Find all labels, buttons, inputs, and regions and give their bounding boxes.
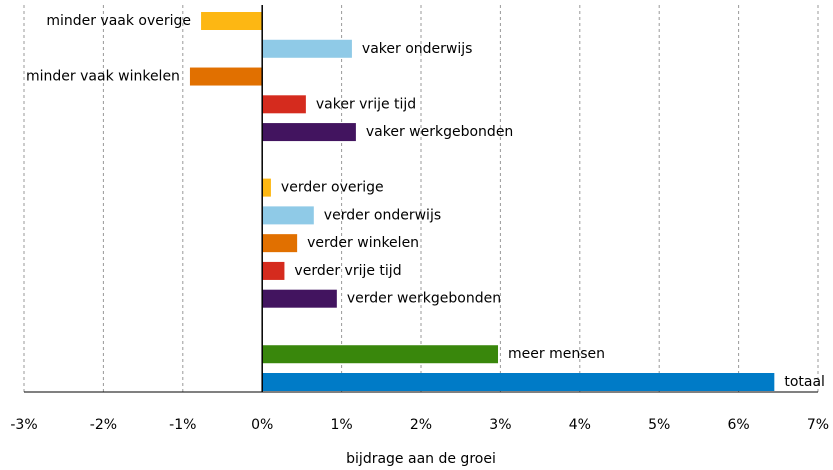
x-tick-label: -1% bbox=[169, 417, 196, 433]
bar-label: verder winkelen bbox=[307, 235, 419, 251]
x-tick-label: 5% bbox=[648, 417, 670, 433]
bar bbox=[262, 206, 314, 225]
x-axis-title: bijdrage aan de groei bbox=[346, 451, 496, 467]
bar bbox=[262, 261, 285, 280]
bar-label: verder overige bbox=[281, 180, 384, 196]
x-tick-label: 4% bbox=[569, 417, 591, 433]
bar bbox=[262, 123, 356, 142]
bar bbox=[262, 289, 337, 308]
bar-label: verder vrije tijd bbox=[294, 263, 401, 279]
bar bbox=[262, 95, 306, 114]
x-tick-label: 1% bbox=[330, 417, 352, 433]
bar-label: minder vaak winkelen bbox=[26, 69, 180, 85]
bar bbox=[201, 12, 263, 30]
bar bbox=[262, 178, 271, 197]
x-tick-label: -3% bbox=[10, 417, 37, 433]
x-tick-label: 2% bbox=[410, 417, 432, 433]
bar bbox=[262, 373, 775, 391]
bar-label: minder vaak overige bbox=[46, 13, 191, 29]
bar bbox=[262, 345, 499, 364]
x-tick-label: 6% bbox=[727, 417, 749, 433]
x-tick-label: -2% bbox=[90, 417, 117, 433]
bar-label: meer mensen bbox=[508, 346, 605, 362]
bar-label: totaal bbox=[784, 374, 825, 390]
x-tick-label: 3% bbox=[489, 417, 511, 433]
x-tick-label: 7% bbox=[807, 417, 829, 433]
bar-label: vaker onderwijs bbox=[362, 41, 473, 57]
bar-label: vaker vrije tijd bbox=[316, 96, 416, 112]
bar bbox=[189, 67, 263, 86]
bar bbox=[262, 39, 352, 58]
bar-label: vaker werkgebonden bbox=[366, 124, 513, 140]
x-tick-label: 0% bbox=[251, 417, 273, 433]
bar bbox=[262, 234, 298, 253]
bar-label: verder werkgebonden bbox=[347, 291, 501, 307]
bar-label: verder onderwijs bbox=[324, 207, 441, 223]
